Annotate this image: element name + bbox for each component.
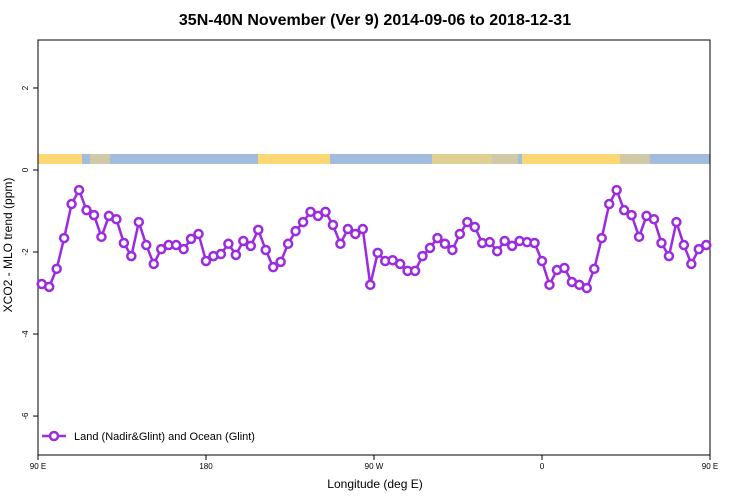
data-point [185, 233, 197, 245]
data-point [417, 250, 428, 262]
data-point [305, 206, 316, 218]
y-axis-label: XCO2 - MLO trend (ppm) [1, 178, 15, 313]
x-tick-label: 0 [540, 462, 545, 471]
data-point [432, 232, 443, 244]
y-tick-label: 0 [21, 167, 30, 172]
data-point [297, 216, 309, 228]
data-point [656, 237, 667, 249]
data-point [469, 221, 481, 233]
y-tick-label: -2 [21, 248, 30, 256]
data-point [603, 198, 615, 210]
data-point [611, 184, 622, 196]
data-point [96, 231, 107, 243]
data-point [409, 265, 421, 277]
data-point [253, 224, 264, 236]
data-point [200, 255, 212, 267]
data-point [596, 232, 607, 244]
y-tick-label: -6 [21, 412, 30, 420]
x-tick-label: 90 E [702, 462, 718, 471]
legend-marker [48, 430, 60, 442]
data-point [439, 238, 451, 250]
data-point [424, 242, 436, 254]
data-point [491, 245, 503, 257]
data-point [648, 213, 660, 225]
data-point [454, 228, 466, 240]
data-point [155, 243, 167, 255]
data-point [133, 216, 145, 228]
data-point [581, 282, 593, 294]
data-point [290, 225, 301, 237]
data-point [372, 247, 383, 259]
plot-frame [37, 39, 711, 456]
data-point [357, 223, 369, 235]
legend-label: Land (Nadir&Glint) and Ocean (Glint) [74, 431, 255, 443]
data-point [327, 219, 339, 231]
data-point [111, 213, 122, 225]
data-point [312, 210, 324, 222]
data-point [506, 240, 518, 252]
data-point [633, 231, 645, 243]
data-point [320, 206, 331, 218]
data-point [589, 263, 600, 275]
data-point [88, 209, 100, 221]
data-point [141, 239, 152, 251]
data-point [43, 281, 55, 293]
data-point [81, 204, 92, 216]
data-point [484, 236, 495, 248]
data-point [66, 198, 77, 210]
y-tick-label: -4 [21, 330, 30, 338]
data-point [365, 279, 376, 291]
x-tick-label: 90 W [365, 462, 384, 471]
data-point [170, 239, 182, 251]
data-point [335, 238, 346, 250]
data-point [58, 232, 70, 244]
data-point [536, 255, 548, 267]
data-point [267, 261, 279, 273]
data-point [499, 235, 510, 247]
data-point [73, 184, 85, 196]
data-point [260, 244, 271, 256]
data-point [618, 204, 630, 216]
data-point [529, 237, 540, 249]
data-point [693, 243, 705, 255]
data-point [215, 248, 227, 260]
land-ocean-strip [38, 154, 710, 164]
x-tick-label: 180 [199, 462, 213, 471]
data-point [447, 244, 458, 256]
data-point [282, 238, 294, 250]
data-point [148, 258, 159, 270]
data-point [223, 238, 234, 250]
data-point [544, 279, 555, 291]
data-point [559, 262, 570, 274]
chart-title: 35N-40N November (Ver 9) 2014-09-06 to 2… [179, 12, 571, 29]
data-point [118, 237, 130, 249]
data-point [686, 258, 697, 270]
data-point [51, 263, 62, 275]
data-point [178, 243, 189, 255]
data-point [678, 239, 690, 251]
x-axis-label: Longitude (deg E) [327, 477, 422, 491]
data-point [126, 250, 137, 262]
data-point [193, 228, 204, 240]
data-point [230, 249, 242, 261]
data-point [245, 240, 257, 252]
data-point [275, 256, 286, 268]
data-point [342, 223, 354, 235]
data-point [238, 235, 249, 247]
data-point [701, 239, 712, 251]
x-tick-label: 90 E [30, 462, 46, 471]
data-point [350, 228, 361, 240]
data-point [626, 209, 637, 221]
y-tick-label: 2 [21, 85, 30, 90]
data-point [462, 216, 473, 228]
data-point [663, 250, 675, 262]
data-point [394, 258, 406, 270]
data-point [671, 216, 682, 228]
